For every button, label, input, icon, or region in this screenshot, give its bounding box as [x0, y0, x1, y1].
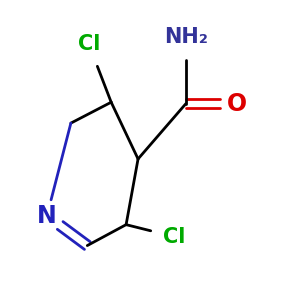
Text: Cl: Cl	[163, 226, 185, 247]
Text: Cl: Cl	[78, 34, 100, 54]
Text: O: O	[226, 92, 247, 116]
Text: NH₂: NH₂	[164, 26, 208, 46]
Text: N: N	[37, 204, 57, 228]
